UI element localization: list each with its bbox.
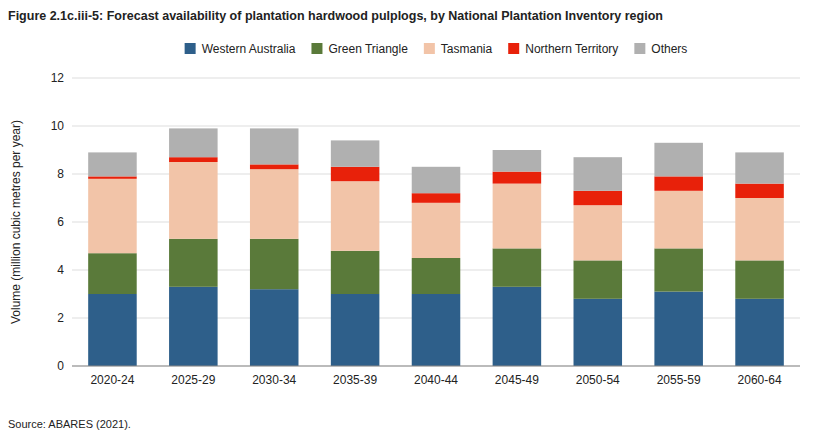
- bar: [654, 191, 703, 249]
- grid-line: [72, 78, 800, 79]
- bar: [331, 181, 380, 251]
- y-axis-label: Volume (million cubic metres per year): [9, 120, 23, 324]
- y-tick-label: 12: [51, 71, 65, 85]
- bar: [169, 128, 218, 157]
- bar: [493, 172, 542, 184]
- bar: [169, 287, 218, 366]
- series: [88, 162, 784, 260]
- bar: [169, 239, 218, 287]
- bar: [250, 164, 299, 169]
- bar: [574, 191, 623, 205]
- x-tick-label: 2060-64: [738, 373, 782, 387]
- bar: [331, 167, 380, 181]
- legend-swatch: [508, 43, 519, 54]
- legend-swatch: [634, 43, 645, 54]
- bar: [88, 179, 137, 253]
- bar: [735, 260, 784, 298]
- bar: [88, 176, 137, 178]
- series: [88, 128, 784, 193]
- bar: [88, 294, 137, 366]
- x-tick-label: 2045-49: [495, 373, 539, 387]
- legend-item: Others: [634, 42, 687, 56]
- bar: [735, 184, 784, 198]
- grid-line: [72, 126, 800, 127]
- bar: [735, 299, 784, 366]
- legend-item: Western Australia: [185, 42, 296, 56]
- bar: [574, 260, 623, 298]
- x-tick-label: 2055-59: [657, 373, 701, 387]
- y-tick-label: 8: [57, 167, 64, 181]
- legend-label: Others: [651, 42, 687, 56]
- x-tick-label: 2035-39: [333, 373, 377, 387]
- legend: Western Australia Green Triangle Tasmania N…: [185, 42, 688, 56]
- bar: [493, 184, 542, 249]
- bar: [412, 167, 461, 193]
- y-tick-label: 6: [57, 215, 64, 229]
- bar: [331, 294, 380, 366]
- bar: [88, 253, 137, 294]
- legend-swatch: [311, 43, 322, 54]
- bar: [574, 205, 623, 260]
- legend-swatch: [185, 43, 196, 54]
- bar: [654, 248, 703, 291]
- legend-item: Tasmania: [424, 42, 493, 56]
- bar: [169, 162, 218, 239]
- legend-label: Green Triangle: [328, 42, 408, 56]
- bar: [654, 176, 703, 190]
- y-tick-label: 10: [51, 119, 65, 133]
- bar: [250, 169, 299, 239]
- bar: [88, 152, 137, 176]
- bar: [169, 157, 218, 162]
- bar: [412, 203, 461, 258]
- x-tick-label: 2030-34: [252, 373, 296, 387]
- bar: [250, 289, 299, 366]
- bar: [574, 299, 623, 366]
- legend-swatch: [424, 43, 435, 54]
- source-note: Source: ABARES (2021).: [8, 418, 131, 430]
- y-axis: 0 2 4 6 8 10 12: [51, 71, 800, 373]
- bar: [574, 157, 623, 191]
- bar: [735, 152, 784, 183]
- title: Figure 2.1c.iii-5: Forecast availability…: [8, 9, 663, 23]
- legend-item: Green Triangle: [311, 42, 408, 56]
- x-tick-label: 2040-44: [414, 373, 458, 387]
- legend-label: Western Australia: [202, 42, 296, 56]
- bar: [412, 258, 461, 294]
- bar: [250, 239, 299, 289]
- legend-item: Northern Territory: [508, 42, 618, 56]
- bar: [412, 294, 461, 366]
- x-tick-label: 2050-54: [576, 373, 620, 387]
- x-axis: 2020-24 2025-29 2030-34 2035-39 2040-44 2045-…: [72, 366, 800, 387]
- legend-label: Tasmania: [441, 42, 493, 56]
- y-tick-label: 0: [57, 359, 64, 373]
- x-tick-label: 2025-29: [171, 373, 215, 387]
- bar: [654, 143, 703, 177]
- bars: [88, 128, 784, 366]
- chart: Figure 2.1c.iii-5: Forecast availability…: [0, 0, 818, 438]
- y-tick-label: 2: [57, 311, 64, 325]
- bar: [493, 150, 542, 172]
- grid-line: [72, 366, 800, 367]
- bar: [735, 198, 784, 260]
- bar: [412, 193, 461, 203]
- series: [88, 287, 784, 366]
- bar: [250, 128, 299, 164]
- bar: [493, 287, 542, 366]
- x-axis-line: [72, 366, 800, 367]
- bar: [654, 292, 703, 366]
- y-tick-label: 4: [57, 263, 64, 277]
- legend-label: Northern Territory: [525, 42, 618, 56]
- bar: [493, 248, 542, 286]
- bar: [331, 251, 380, 294]
- x-tick-label: 2020-24: [90, 373, 134, 387]
- bar: [331, 140, 380, 166]
